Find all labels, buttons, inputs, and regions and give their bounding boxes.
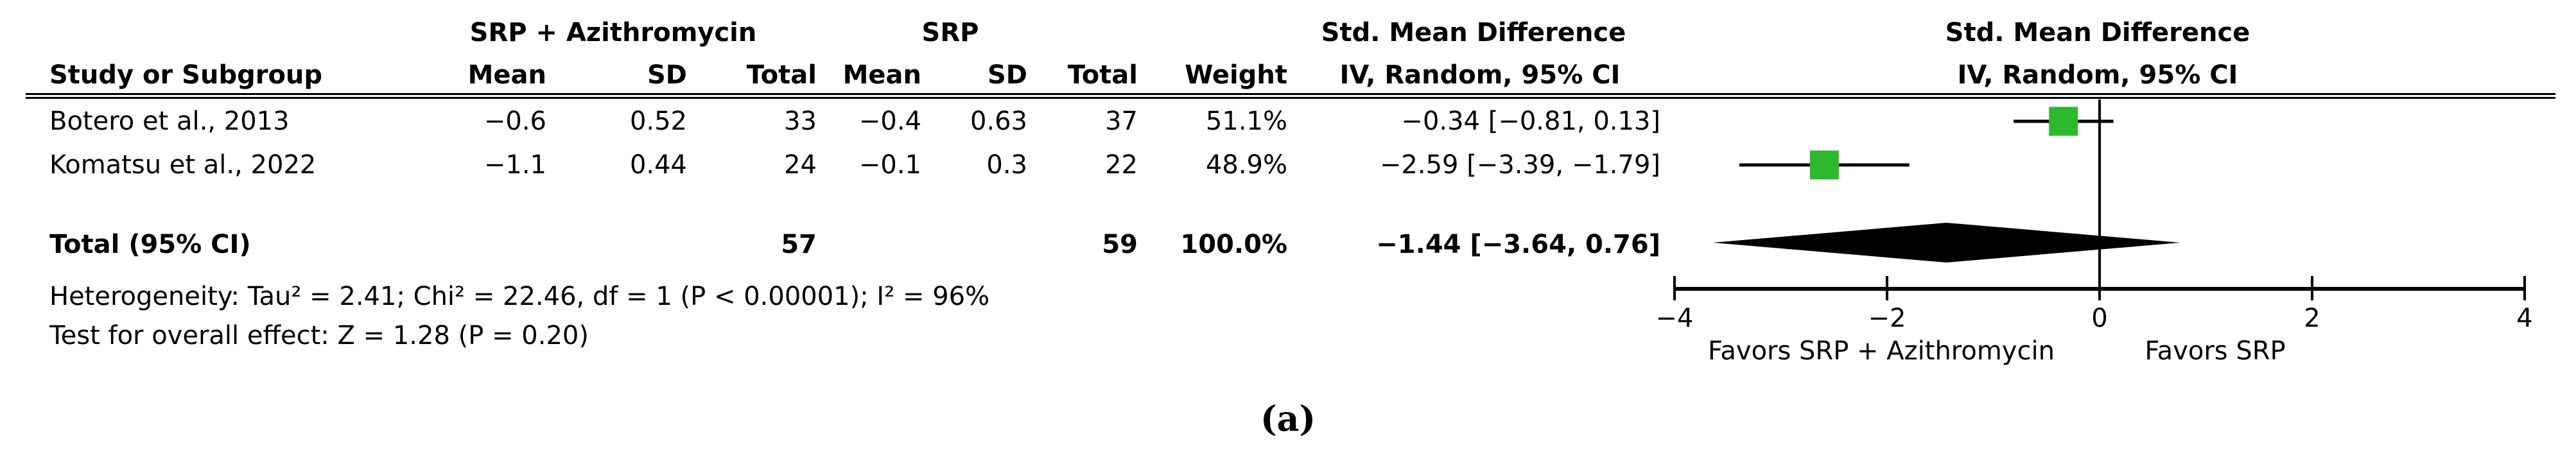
favors-left-label: Favors SRP + Azithromycin xyxy=(1708,336,2055,366)
col-header-sd-exp: SD xyxy=(647,60,687,90)
effect-column-title: Std. Mean Difference xyxy=(1321,18,1626,47)
study-row-label: Botero et al., 2013 xyxy=(49,107,290,136)
study-row-mean-exp: −0.6 xyxy=(483,107,546,136)
total-effect-diamond xyxy=(1712,223,2180,263)
study-row-ci-text: −0.34 [−0.81, 0.13] xyxy=(1401,107,1660,136)
total-row-total-exp: 57 xyxy=(781,230,817,259)
study-row-sd-exp: 0.44 xyxy=(629,150,687,180)
col-header-weight: Weight xyxy=(1185,60,1287,90)
study-row-mean-ctrl: −0.4 xyxy=(858,107,921,136)
axis-tick-label-4: 4 xyxy=(2516,304,2532,333)
col-header-sd-ctrl: SD xyxy=(987,60,1027,90)
header-separator-line-bottom xyxy=(26,97,2555,99)
header-separator-line-top xyxy=(26,93,2555,95)
group-header-control: SRP xyxy=(921,18,979,47)
study-row-total-exp: 33 xyxy=(784,107,817,136)
total-row-ci-text: −1.44 [−3.64, 0.76] xyxy=(1376,230,1660,259)
study-row-ci-text: −2.59 [−3.39, −1.79] xyxy=(1379,150,1660,180)
axis-tick-label--4: −4 xyxy=(1656,304,1694,333)
axis-tick-label--2: −2 xyxy=(1868,304,1906,333)
study-row-sd-ctrl: 0.3 xyxy=(986,150,1027,180)
axis-tick-label-2: 2 xyxy=(2304,304,2320,333)
col-header-total-exp: Total xyxy=(746,60,817,90)
study-row-total-ctrl: 22 xyxy=(1105,150,1138,180)
study-row-total-ctrl: 37 xyxy=(1105,107,1138,136)
col-header-mean-ctrl: Mean xyxy=(842,60,921,90)
study-row-total-exp: 24 xyxy=(784,150,817,180)
plot-header-ci: IV, Random, 95% CI xyxy=(1957,60,2238,90)
group-header-experimental: SRP + Azithromycin xyxy=(469,18,757,47)
study-row-mean-exp: −1.1 xyxy=(483,150,546,180)
study-row-weight: 48.9% xyxy=(1205,150,1287,180)
study-row-sd-exp: 0.52 xyxy=(629,107,687,136)
effect-marker-study-0 xyxy=(2049,107,2078,136)
total-row-label: Total (95% CI) xyxy=(49,230,251,259)
study-row-label: Komatsu et al., 2022 xyxy=(49,150,317,180)
col-header-ci: IV, Random, 95% CI xyxy=(1339,60,1621,90)
heterogeneity-text: Heterogeneity: Tau² = 2.41; Chi² = 22.46… xyxy=(49,282,990,311)
plot-column-title: Std. Mean Difference xyxy=(1945,18,2250,47)
subfigure-caption: (a) xyxy=(1260,398,1316,439)
col-header-total-ctrl: Total xyxy=(1067,60,1138,90)
col-header-mean-exp: Mean xyxy=(467,60,546,90)
overall-effect-text: Test for overall effect: Z = 1.28 (P = 0… xyxy=(49,321,589,350)
study-row-weight: 51.1% xyxy=(1205,107,1287,136)
study-row-mean-ctrl: −0.1 xyxy=(858,150,921,180)
axis-tick-label-0: 0 xyxy=(2091,304,2107,333)
effect-marker-study-1 xyxy=(1809,150,1839,180)
favors-right-label: Favors SRP xyxy=(2145,336,2285,366)
total-row-total-ctrl: 59 xyxy=(1102,230,1138,259)
total-row-weight: 100.0% xyxy=(1180,230,1287,259)
study-row-sd-ctrl: 0.63 xyxy=(970,107,1027,136)
col-header-study: Study or Subgroup xyxy=(49,60,323,90)
